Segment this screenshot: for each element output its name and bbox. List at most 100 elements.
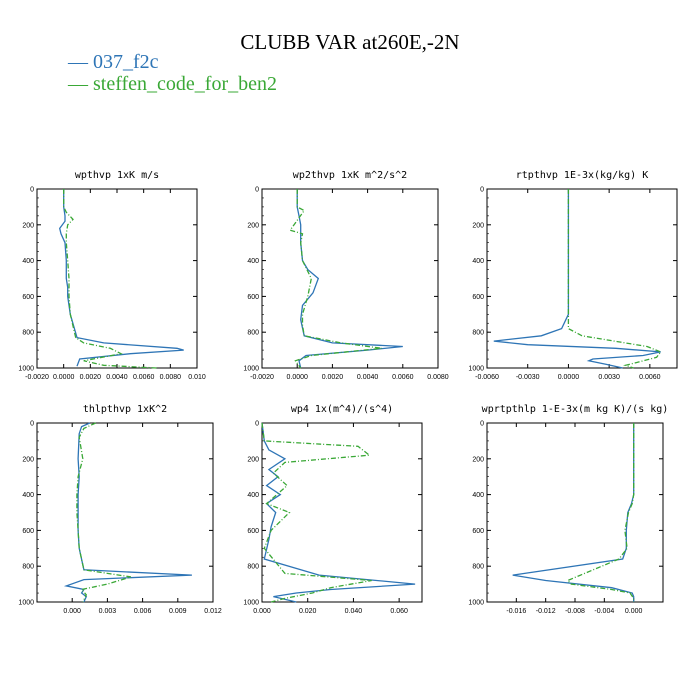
panel-title: wprtpthlp 1-E-3x(m kg K)/(s kg) <box>482 404 669 415</box>
x-tick-label: 0.0030 <box>598 374 620 381</box>
y-tick-label: 1000 <box>18 366 34 373</box>
legend-entry-series-2: — steffen_code_for_ben2 <box>68 73 278 95</box>
y-tick-label: 0 <box>255 421 259 428</box>
y-tick-label: 200 <box>472 456 484 463</box>
plot-frame <box>261 422 423 603</box>
x-tick-label: 0.003 <box>99 608 117 615</box>
x-tick-label: 0.0020 <box>80 374 102 381</box>
x-tick-label: -0.0030 <box>516 374 540 381</box>
y-tick-label: 800 <box>22 564 34 571</box>
x-tick-label: -0.012 <box>536 608 556 615</box>
x-tick-label: 0.0060 <box>133 374 155 381</box>
y-tick-label: 400 <box>472 258 484 265</box>
y-tick-label: 600 <box>247 294 259 301</box>
y-tick-label: 400 <box>247 258 259 265</box>
y-tick-label: 200 <box>247 456 259 463</box>
plot-frame <box>36 188 198 369</box>
y-tick-label: 600 <box>472 294 484 301</box>
x-tick-label: 0.040 <box>345 608 363 615</box>
x-tick-label: -0.004 <box>594 608 614 615</box>
panel-title: thlpthvp 1xK^2 <box>83 404 167 415</box>
series-line-steffen <box>567 189 662 369</box>
y-tick-label: 200 <box>247 222 259 229</box>
y-tick-label: 400 <box>22 258 34 265</box>
y-tick-label: 800 <box>472 564 484 571</box>
x-tick-label: -0.008 <box>565 608 585 615</box>
y-tick-label: 600 <box>247 528 259 535</box>
y-tick-label: 1000 <box>468 600 484 607</box>
x-tick-label: 0.0020 <box>322 374 344 381</box>
y-tick-label: 200 <box>22 456 34 463</box>
y-tick-label: 0 <box>30 421 34 428</box>
y-tick-label: 600 <box>22 528 34 535</box>
x-tick-label: 0.0080 <box>427 374 449 381</box>
x-tick-label: -0.0060 <box>475 374 499 381</box>
x-tick-label: 0.010 <box>188 374 206 381</box>
chart-main-title: CLUBB VAR at260E,-2N <box>240 30 460 54</box>
x-tick-label: 0.012 <box>204 608 222 615</box>
y-tick-label: 800 <box>247 564 259 571</box>
series-line-037-f2c <box>261 422 416 603</box>
legend-entry-series-1: — 037_f2c <box>68 51 159 73</box>
x-tick-label: 0.0060 <box>639 374 661 381</box>
x-tick-label: 0.000 <box>63 608 81 615</box>
series-line-037-f2c <box>296 189 403 369</box>
y-tick-label: 200 <box>472 222 484 229</box>
y-tick-label: 0 <box>480 187 484 194</box>
x-tick-label: 0.0000 <box>558 374 580 381</box>
series-line-037-f2c <box>58 189 184 367</box>
panel-4: thlpthvp 1xK^2 0 200 400 600 800 1000 0.000 0.00… <box>18 404 221 615</box>
x-tick-label: -0.016 <box>506 608 526 615</box>
series-line-steffen <box>566 423 635 602</box>
x-tick-label: 0.020 <box>299 608 317 615</box>
y-tick-label: 0 <box>480 421 484 428</box>
y-tick-label: 800 <box>472 330 484 337</box>
legend-label-series-2: steffen_code_for_ben2 <box>93 73 278 95</box>
x-tick-label: 0.060 <box>390 608 408 615</box>
series-line-steffen <box>261 422 372 603</box>
y-tick-label: 400 <box>472 492 484 499</box>
y-tick-label: 1000 <box>468 366 484 373</box>
x-tick-label: 0.000 <box>253 608 271 615</box>
y-tick-label: 0 <box>255 187 259 194</box>
panel-title: wpthvp 1xK m/s <box>75 170 159 181</box>
series-line-steffen <box>76 422 132 603</box>
x-tick-label: 0.000 <box>625 608 643 615</box>
series-line-steffen <box>63 189 158 369</box>
y-tick-label: 600 <box>472 528 484 535</box>
y-tick-label: 0 <box>30 187 34 194</box>
series-line-037-f2c <box>512 423 635 602</box>
series-line-037-f2c <box>493 189 661 369</box>
y-tick-label: 400 <box>247 492 259 499</box>
plot-frame <box>486 188 678 369</box>
series-line-steffen <box>289 189 382 369</box>
y-tick-label: 800 <box>22 330 34 337</box>
series-line-037-f2c <box>63 422 192 603</box>
x-tick-label: 0.0040 <box>357 374 379 381</box>
x-tick-label: 0.0040 <box>106 374 128 381</box>
x-tick-label: 0.0060 <box>392 374 414 381</box>
x-tick-label: 0.0000 <box>53 374 75 381</box>
panel-2: wp2thvp 1xK m^2/s^2 0 200 400 600 800 1000-0.0… <box>243 170 448 381</box>
y-tick-label: 1000 <box>243 366 259 373</box>
x-tick-label: -0.0020 <box>250 374 274 381</box>
x-tick-label: 0.009 <box>169 608 187 615</box>
panel-title: wp4 1x(m^4)/(s^4) <box>291 404 393 415</box>
panel-6: wprtpthlp 1-E-3x(m kg K)/(s kg) 0 200 400 60… <box>468 404 668 615</box>
y-tick-label: 400 <box>22 492 34 499</box>
x-tick-label: 0.0000 <box>286 374 308 381</box>
x-tick-label: 0.006 <box>134 608 152 615</box>
panel-3: rtpthvp 1E-3x(kg/kg) K02004006008001000-… <box>468 170 678 381</box>
y-tick-label: 800 <box>247 330 259 337</box>
x-tick-label: 0.0080 <box>160 374 182 381</box>
y-tick-label: 1000 <box>18 600 34 607</box>
legend-label-series-1: 037_f2c <box>93 51 159 73</box>
panel-title: rtpthvp 1E-3x(kg/kg) K <box>516 170 648 181</box>
panel-1: wpthvp 1xK m/s 0 200 400 600 800 1000-0.0020 0.… <box>18 170 205 381</box>
plot-frame <box>261 188 439 369</box>
y-tick-label: 600 <box>22 294 34 301</box>
x-tick-label: -0.0020 <box>25 374 49 381</box>
y-tick-label: 1000 <box>243 600 259 607</box>
